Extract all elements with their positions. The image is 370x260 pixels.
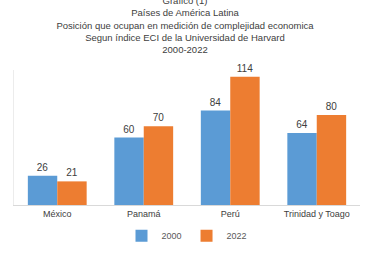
svg-text:Gráfico (1)Países de América L: Gráfico (1)Países de América LatinaPosic… <box>56 0 314 55</box>
svg-text:64: 64 <box>296 119 308 130</box>
svg-text:21: 21 <box>66 167 78 178</box>
svg-text:80: 80 <box>326 101 338 112</box>
svg-text:2022: 2022 <box>227 231 247 241</box>
svg-text:84: 84 <box>210 97 222 108</box>
svg-text:Panamá: Panamá <box>127 209 161 219</box>
svg-text:114: 114 <box>237 63 253 74</box>
svg-text:Perú: Perú <box>221 209 240 219</box>
svg-text:México: México <box>43 209 72 219</box>
svg-text:26: 26 <box>37 162 49 173</box>
svg-text:2000: 2000 <box>162 231 182 241</box>
svg-text:Trinidad y Toago: Trinidad y Toago <box>284 209 350 219</box>
svg-text:60: 60 <box>123 124 135 135</box>
svg-text:70: 70 <box>153 112 165 123</box>
